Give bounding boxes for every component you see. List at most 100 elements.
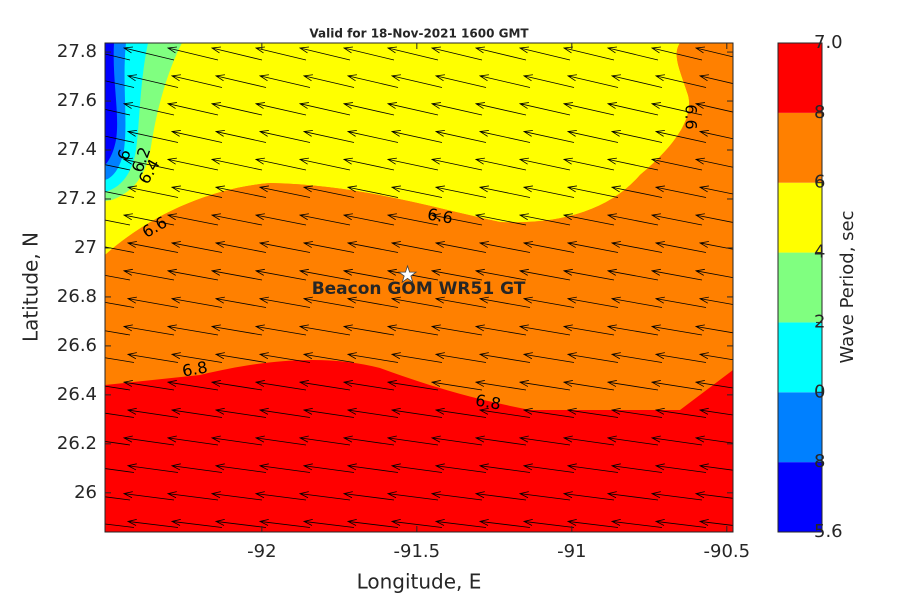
wind-arrow: [434, 241, 487, 253]
wind-arrow: [566, 74, 619, 88]
wind-arrow: [698, 407, 733, 416]
wind-arrow: [518, 46, 571, 61]
wind-arrow: [214, 241, 267, 253]
wind-arrow: [122, 46, 175, 61]
wind-arrow: [566, 241, 619, 253]
wind-arrow: [210, 157, 263, 171]
wind-arrow: [170, 519, 223, 528]
wind-arrow: [694, 435, 733, 444]
wind-arrow: [654, 129, 707, 143]
wind-arrow: [430, 46, 483, 61]
wind-arrow: [214, 296, 267, 308]
wind-arrow: [210, 380, 263, 391]
wind-arrow: [390, 352, 443, 363]
wind-arrow: [606, 380, 659, 391]
wind-arrow: [698, 352, 733, 361]
wind-arrow: [346, 241, 399, 253]
colorbar-tick-label: 5.6: [814, 521, 843, 542]
y-tick-label: 27.4: [57, 139, 97, 160]
wind-arrow: [522, 463, 575, 473]
colorbar-tick-label: 8: [814, 102, 825, 123]
wind-arrow: [566, 185, 619, 198]
plot-frame: [104, 42, 734, 533]
wind-arrow: [694, 46, 733, 58]
wind-arrow: [650, 380, 703, 391]
wind-arrow: [254, 324, 307, 336]
wind-arrow: [522, 241, 575, 253]
wind-arrow: [302, 296, 355, 308]
wind-arrow: [698, 74, 733, 84]
colorbar-band: [778, 322, 822, 393]
wind-arrow: [522, 296, 575, 308]
wind-arrow: [698, 519, 733, 526]
wind-arrow: [478, 296, 531, 308]
wind-arrow: [650, 491, 703, 501]
wind-arrow: [518, 491, 571, 501]
chart-title: Valid for 18-Nov-2021 1600 GMT: [309, 27, 529, 41]
wind-arrow: [698, 296, 733, 305]
wind-arrow: [650, 213, 703, 226]
wind-arrow: [654, 296, 707, 308]
wind-arrow: [126, 74, 179, 88]
wind-arrow: [105, 80, 135, 88]
wind-arrow: [474, 435, 527, 446]
wind-arrow: [258, 519, 311, 528]
wind-arrow: [474, 324, 527, 336]
wind-arrow: [214, 185, 267, 198]
wind-arrow: [434, 407, 487, 418]
wind-arrow: [258, 407, 311, 418]
wind-arrow: [390, 407, 443, 418]
wind-arrow: [694, 268, 733, 279]
x-tick-label: -90.5: [704, 541, 751, 562]
wind-arrow: [342, 491, 395, 501]
wind-arrow: [518, 157, 571, 171]
wind-arrow: [166, 324, 219, 336]
wind-arrow: [654, 185, 707, 198]
colorbar-tick-label: 8: [814, 451, 825, 472]
wind-arrow: [302, 185, 355, 198]
wind-arrow: [434, 519, 487, 528]
wind-arrow: [122, 435, 175, 446]
wind-arrow: [105, 412, 135, 418]
wind-arrow: [254, 380, 307, 391]
wind-arrow: [562, 46, 615, 61]
wind-arrow: [522, 519, 575, 528]
wind-arrow: [166, 380, 219, 391]
wind-arrow: [254, 102, 307, 116]
wind-arrow: [694, 213, 733, 223]
wind-arrow: [210, 435, 263, 446]
wind-arrow: [694, 380, 733, 389]
wind-arrow: [122, 157, 175, 171]
wind-arrow: [474, 102, 527, 116]
wind-arrow: [650, 46, 703, 61]
wind-arrow: [346, 519, 399, 528]
wind-arrow: [650, 324, 703, 336]
wind-arrow: [478, 74, 531, 88]
contour-label: 6.8: [181, 357, 209, 380]
wind-arrow: [654, 352, 707, 363]
y-tick-label: 26.6: [57, 335, 97, 356]
wind-arrow: [434, 185, 487, 198]
wind-arrow: [258, 185, 311, 198]
contour-label: 6.6: [426, 204, 454, 227]
wind-arrow: [430, 102, 483, 116]
wind-arrow: [346, 74, 399, 88]
wind-arrow: [105, 330, 131, 336]
wind-arrow: [610, 352, 663, 363]
wind-arrow: [522, 185, 575, 198]
wind-arrow: [254, 157, 307, 171]
wind-arrow: [430, 491, 483, 501]
wind-arrow: [606, 102, 659, 116]
wind-arrow: [126, 241, 179, 253]
y-tick-label: 26.4: [57, 384, 97, 405]
y-tick-label: 26.2: [57, 433, 97, 454]
wind-arrow: [606, 491, 659, 501]
wind-arrow: [214, 463, 267, 473]
wind-arrow: [478, 241, 531, 253]
wind-arrow: [258, 129, 311, 143]
wind-arrow: [105, 191, 135, 198]
colorbar-tick-label: 2: [814, 311, 825, 332]
wind-arrow: [518, 324, 571, 336]
wind-arrow: [522, 74, 575, 88]
